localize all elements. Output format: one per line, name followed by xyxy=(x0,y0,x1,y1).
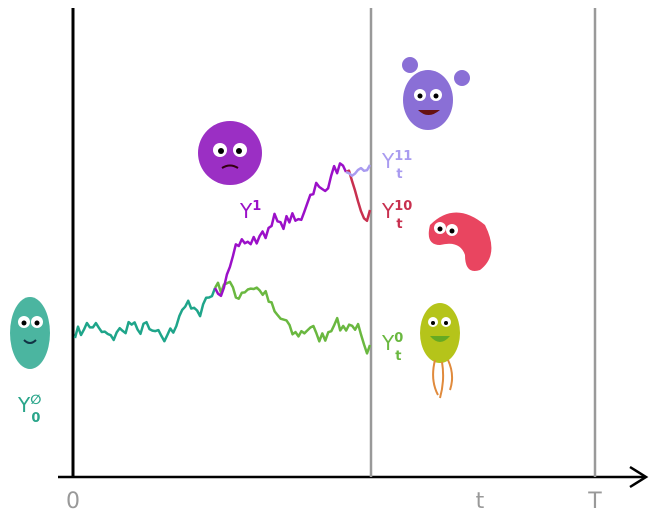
path-y10 xyxy=(346,171,370,221)
path-root xyxy=(75,288,215,341)
path-y0 xyxy=(215,282,370,354)
microbe-red xyxy=(429,213,492,272)
microbe-lavender xyxy=(402,57,470,130)
paths xyxy=(75,163,370,353)
microbe-purple xyxy=(198,121,262,185)
microbe-green xyxy=(420,303,460,398)
diagram: 0 t T Y∅0 Y1 Y11t Y10t Y0t xyxy=(0,0,652,514)
label-y0: Y∅0 xyxy=(17,393,41,426)
label-y1: Y1 xyxy=(239,199,261,223)
t-label: t xyxy=(476,489,485,514)
T-label: T xyxy=(587,489,602,514)
microbe-teal xyxy=(10,297,50,369)
origin-label: 0 xyxy=(66,489,80,514)
